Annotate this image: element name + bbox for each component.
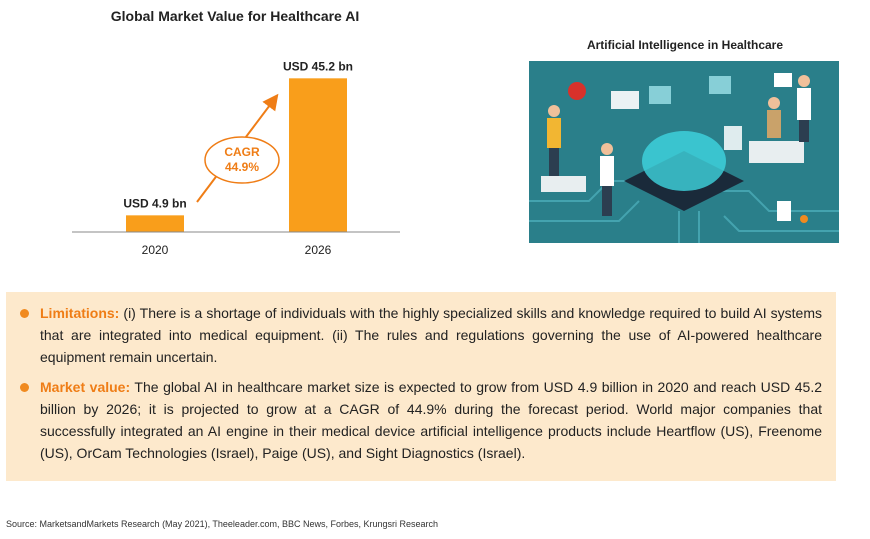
screen-panel <box>649 86 671 104</box>
data-label-2020: USD 4.9 bn <box>123 196 186 210</box>
screen-panel <box>709 76 731 94</box>
bullet-market-value: Market value: The global AI in healthcar… <box>14 376 822 464</box>
document-panel <box>724 126 742 150</box>
platform <box>749 141 804 163</box>
bar-2026 <box>289 78 347 232</box>
bullet-lead: Market value: <box>40 379 131 395</box>
bullet-dot <box>20 309 29 318</box>
bar-2020 <box>126 215 184 232</box>
ai-healthcare-illustration <box>529 61 839 243</box>
doctor-figure <box>547 105 561 176</box>
bullet-limitations: Limitations: (i) There is a shortage of … <box>14 302 822 368</box>
bullet-dot <box>20 383 29 392</box>
chat-bubble-icon <box>774 73 792 87</box>
bullet-lead: Limitations: <box>40 305 120 321</box>
info-box: Limitations: (i) There is a shortage of … <box>6 292 836 481</box>
illustration-title: Artificial Intelligence in Healthcare <box>586 38 784 52</box>
pill-icon <box>800 215 808 223</box>
platform <box>541 176 586 192</box>
bullet-text: The global AI in healthcare market size … <box>40 379 822 461</box>
heart-icon <box>568 82 586 100</box>
brain-hologram <box>642 131 726 191</box>
x-tick-2026: 2026 <box>305 243 332 257</box>
doctor-figure <box>600 143 614 216</box>
data-label-2026: USD 45.2 bn <box>283 59 353 73</box>
doctor-figure <box>797 75 811 142</box>
doctor-figure <box>767 97 781 138</box>
heart-monitor-panel <box>611 91 639 109</box>
cagr-label: CAGR <box>224 145 260 159</box>
source-note: Source: MarketsandMarkets Research (May … <box>6 519 439 529</box>
x-tick-2020: 2020 <box>142 243 169 257</box>
pill-bottle-icon <box>777 201 791 221</box>
bullet-text: (i) There is a shortage of individuals w… <box>40 305 822 365</box>
bar-chart: USD 4.9 bn USD 45.2 bn 2020 2026 CAGR 44.9… <box>72 59 400 257</box>
chart-title: Global Market Value for Healthcare AI <box>110 8 360 24</box>
cagr-value: 44.9% <box>225 160 259 174</box>
cagr-badge <box>204 136 280 184</box>
